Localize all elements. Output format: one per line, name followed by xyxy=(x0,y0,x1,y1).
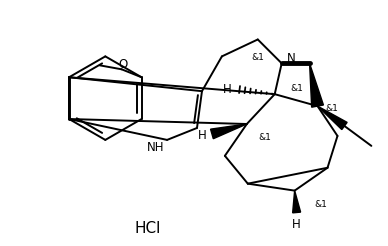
Polygon shape xyxy=(310,63,324,107)
Text: &1: &1 xyxy=(258,133,271,142)
Text: H: H xyxy=(222,83,231,96)
Text: O: O xyxy=(118,58,127,71)
Text: &1: &1 xyxy=(251,53,264,62)
Polygon shape xyxy=(211,124,247,139)
Polygon shape xyxy=(293,191,301,213)
Text: NH: NH xyxy=(146,141,164,154)
Text: &1: &1 xyxy=(290,84,303,93)
Text: N: N xyxy=(287,52,296,65)
Text: H: H xyxy=(197,129,206,142)
Text: &1: &1 xyxy=(325,104,338,113)
Polygon shape xyxy=(317,106,347,130)
Text: H: H xyxy=(292,218,301,231)
Text: &1: &1 xyxy=(314,200,327,209)
Text: HCl: HCl xyxy=(134,221,161,236)
